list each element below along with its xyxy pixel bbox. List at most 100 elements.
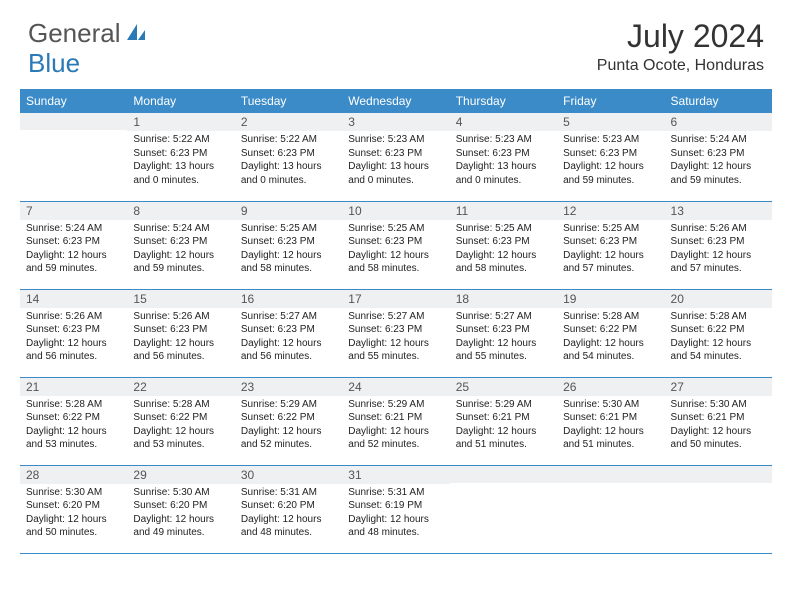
sunset-line: Sunset: 6:23 PM: [348, 323, 443, 337]
sunrise-line: Sunrise: 5:31 AM: [241, 486, 336, 500]
sunset-line: Sunset: 6:23 PM: [563, 147, 658, 161]
sunrise-line: Sunrise: 5:27 AM: [241, 310, 336, 324]
calendar-cell: 19Sunrise: 5:28 AMSunset: 6:22 PMDayligh…: [557, 289, 664, 377]
brand-part2: Blue: [28, 48, 80, 79]
sunrise-line: Sunrise: 5:28 AM: [563, 310, 658, 324]
day-details: Sunrise: 5:30 AMSunset: 6:20 PMDaylight:…: [20, 484, 127, 544]
day-details: Sunrise: 5:25 AMSunset: 6:23 PMDaylight:…: [235, 220, 342, 280]
daylight-line: Daylight: 13 hours and 0 minutes.: [133, 160, 228, 187]
calendar-cell: 20Sunrise: 5:28 AMSunset: 6:22 PMDayligh…: [665, 289, 772, 377]
sunset-line: Sunset: 6:23 PM: [133, 147, 228, 161]
sunset-line: Sunset: 6:19 PM: [348, 499, 443, 513]
day-number: [450, 466, 557, 483]
sunset-line: Sunset: 6:21 PM: [348, 411, 443, 425]
calendar-cell: 4Sunrise: 5:23 AMSunset: 6:23 PMDaylight…: [450, 113, 557, 201]
day-number: 25: [450, 378, 557, 396]
daylight-line: Daylight: 12 hours and 50 minutes.: [26, 513, 121, 540]
calendar-week-row: 28Sunrise: 5:30 AMSunset: 6:20 PMDayligh…: [20, 465, 772, 553]
sunrise-line: Sunrise: 5:25 AM: [348, 222, 443, 236]
daylight-line: Daylight: 12 hours and 58 minutes.: [456, 249, 551, 276]
calendar-cell: 26Sunrise: 5:30 AMSunset: 6:21 PMDayligh…: [557, 377, 664, 465]
day-number: 31: [342, 466, 449, 484]
day-details: Sunrise: 5:25 AMSunset: 6:23 PMDaylight:…: [450, 220, 557, 280]
day-details: Sunrise: 5:27 AMSunset: 6:23 PMDaylight:…: [235, 308, 342, 368]
day-details: Sunrise: 5:24 AMSunset: 6:23 PMDaylight:…: [20, 220, 127, 280]
daylight-line: Daylight: 12 hours and 57 minutes.: [671, 249, 766, 276]
calendar-cell: 28Sunrise: 5:30 AMSunset: 6:20 PMDayligh…: [20, 465, 127, 553]
sunset-line: Sunset: 6:23 PM: [133, 235, 228, 249]
sunset-line: Sunset: 6:23 PM: [241, 235, 336, 249]
calendar-week-row: 14 Sunrise: 5:26 AM Sunset: 6:23 PM Dayligh…: [20, 289, 772, 377]
day-number: 27: [665, 378, 772, 396]
sail-icon: [125, 18, 147, 49]
daylight-line: Daylight: 12 hours and 52 minutes.: [348, 425, 443, 452]
sunrise-line: Sunrise: 5:25 AM: [241, 222, 336, 236]
sunrise-line: Sunrise: 5:30 AM: [26, 486, 121, 500]
day-details: [450, 483, 557, 489]
day-number: [20, 113, 127, 130]
sunrise-line: Sunrise: 5:27 AM: [348, 310, 443, 324]
calendar-cell: 16Sunrise: 5:27 AMSunset: 6:23 PMDayligh…: [235, 289, 342, 377]
day-details: Sunrise: 5:22 AMSunset: 6:23 PMDaylight:…: [235, 131, 342, 191]
day-number: 15: [127, 290, 234, 308]
daylight-line: Daylight: 12 hours and 53 minutes.: [26, 425, 121, 452]
sunset-line: Sunset: 6:20 PM: [26, 499, 121, 513]
day-number: 9: [235, 202, 342, 220]
calendar-week-row: 1Sunrise: 5:22 AMSunset: 6:23 PMDaylight…: [20, 113, 772, 201]
calendar-cell: 6Sunrise: 5:24 AMSunset: 6:23 PMDaylight…: [665, 113, 772, 201]
sunrise-line: Sunrise: 5:22 AM: [133, 133, 228, 147]
day-details: Sunrise: 5:27 AMSunset: 6:23 PMDaylight:…: [342, 308, 449, 368]
calendar-cell: 21Sunrise: 5:28 AMSunset: 6:22 PMDayligh…: [20, 377, 127, 465]
sunrise-line: Sunrise: 5:29 AM: [241, 398, 336, 412]
daylight-line: Daylight: 12 hours and 59 minutes.: [671, 160, 766, 187]
sunrise-line: Sunrise: 5:30 AM: [133, 486, 228, 500]
day-number: 16: [235, 290, 342, 308]
sunset-line: Sunset: 6:21 PM: [563, 411, 658, 425]
daylight-line: Daylight: 12 hours and 58 minutes.: [241, 249, 336, 276]
calendar-cell: [557, 465, 664, 553]
sunset-line: Sunset: 6:23 PM: [671, 235, 766, 249]
calendar-cell: 12Sunrise: 5:25 AMSunset: 6:23 PMDayligh…: [557, 201, 664, 289]
daylight-line: Daylight: 13 hours and 0 minutes.: [348, 160, 443, 187]
day-number: 12: [557, 202, 664, 220]
day-number: 8: [127, 202, 234, 220]
day-number: 3: [342, 113, 449, 131]
day-number: 14: [20, 290, 127, 308]
sunset-line: Sunset: 6:21 PM: [456, 411, 551, 425]
day-details: Sunrise: 5:30 AMSunset: 6:21 PMDaylight:…: [557, 396, 664, 456]
calendar-week-row: 21Sunrise: 5:28 AMSunset: 6:22 PMDayligh…: [20, 377, 772, 465]
day-details: Sunrise: 5:23 AMSunset: 6:23 PMDaylight:…: [342, 131, 449, 191]
day-details: Sunrise: 5:26 AMSunset: 6:23 PMDaylight:…: [665, 220, 772, 280]
daylight-line: Daylight: 12 hours and 56 minutes.: [133, 337, 228, 364]
sunrise-line: Sunrise: 5:31 AM: [348, 486, 443, 500]
sunset-line: Sunset: 6:20 PM: [241, 499, 336, 513]
day-header: Sunday: [20, 89, 127, 113]
sunrise-line: Sunrise: 5:28 AM: [133, 398, 228, 412]
sunrise-line: Sunrise: 5:28 AM: [671, 310, 766, 324]
daylight-line: Daylight: 13 hours and 0 minutes.: [241, 160, 336, 187]
sunrise-line: Sunrise: 5:26 AM: [133, 310, 228, 324]
sunset-line: Sunset: 6:22 PM: [26, 411, 121, 425]
calendar-cell: 5Sunrise: 5:23 AMSunset: 6:23 PMDaylight…: [557, 113, 664, 201]
day-details: Sunrise: 5:30 AMSunset: 6:20 PMDaylight:…: [127, 484, 234, 544]
calendar-cell: [20, 113, 127, 201]
day-details: Sunrise: 5:28 AMSunset: 6:22 PMDaylight:…: [665, 308, 772, 368]
sunrise-line: Sunrise: 5:27 AM: [456, 310, 551, 324]
calendar-table: SundayMondayTuesdayWednesdayThursdayFrid…: [20, 89, 772, 554]
day-header: Saturday: [665, 89, 772, 113]
daylight-line: Daylight: 12 hours and 48 minutes.: [241, 513, 336, 540]
sunset-line: Sunset: 6:22 PM: [671, 323, 766, 337]
day-details: Sunrise: 5:22 AMSunset: 6:23 PMDaylight:…: [127, 131, 234, 191]
day-details: [557, 483, 664, 489]
daylight-line: Daylight: 12 hours and 54 minutes.: [671, 337, 766, 364]
sunset-line: Sunset: 6:23 PM: [671, 147, 766, 161]
sunrise-line: Sunrise: 5:22 AM: [241, 133, 336, 147]
sunrise-line: Sunrise: 5:26 AM: [26, 310, 121, 324]
daylight-line: Daylight: 12 hours and 57 minutes.: [563, 249, 658, 276]
calendar-week-row: 7Sunrise: 5:24 AMSunset: 6:23 PMDaylight…: [20, 201, 772, 289]
daylight-line: Daylight: 12 hours and 56 minutes.: [26, 337, 121, 364]
calendar-cell: 11Sunrise: 5:25 AMSunset: 6:23 PMDayligh…: [450, 201, 557, 289]
day-header-row: SundayMondayTuesdayWednesdayThursdayFrid…: [20, 89, 772, 113]
sunset-line: Sunset: 6:23 PM: [26, 235, 121, 249]
calendar-cell: 8Sunrise: 5:24 AMSunset: 6:23 PMDaylight…: [127, 201, 234, 289]
